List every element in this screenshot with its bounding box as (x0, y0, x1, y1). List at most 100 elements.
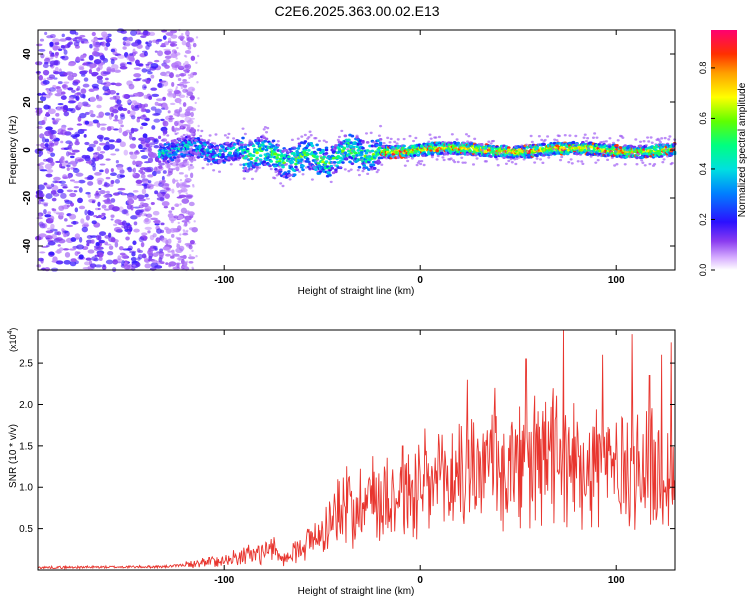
spectrogram-noise-cell (37, 200, 42, 205)
spectrogram-noise-cell (50, 142, 55, 148)
colorbar-tick-label: 0.0 (698, 264, 708, 277)
spectrogram-noise-cell (182, 102, 187, 107)
spectrogram-noise-cell (122, 107, 128, 112)
spectrogram-noise-cell (189, 44, 192, 47)
spectrogram-band-halo (355, 134, 359, 137)
spectrogram-noise-cell (75, 96, 79, 100)
spectrogram-noise-cell (46, 35, 54, 39)
spectrogram-noise-cell (167, 238, 172, 244)
spectrogram-band-halo (226, 136, 230, 139)
spectrogram-noise-cell (154, 50, 158, 53)
spectrogram-noise-cell (179, 81, 184, 87)
spectrogram-noise-cell (66, 224, 74, 228)
spectrogram-band-cell (309, 141, 314, 145)
spectrogram-noise-cell (52, 208, 57, 212)
spectrogram-noise-cell (108, 232, 112, 238)
spectrogram-band-halo (580, 160, 584, 163)
spectrogram-noise-cell (114, 241, 119, 248)
spectrogram-band-halo (361, 169, 365, 173)
spectrogram-noise-cell (75, 56, 81, 62)
spectrogram-band-halo (449, 157, 453, 160)
spectrogram-band-halo (510, 161, 514, 164)
spectrogram-xlabel: Height of straight line (km) (298, 286, 415, 297)
spectrogram-noise-cell (108, 114, 113, 120)
spectrogram-band-cell (361, 139, 365, 143)
spectrogram-band-halo (240, 142, 244, 146)
spectrogram-band-cell (365, 140, 370, 144)
spectrogram-band-halo (504, 162, 508, 165)
spectrogram-band-halo (419, 162, 423, 166)
spectrogram-band-cell (355, 145, 359, 149)
spectrogram-noise-cell (169, 72, 174, 79)
spectrogram-noise-cell (67, 74, 74, 81)
spectrogram-noise-cell (190, 172, 194, 179)
spectrogram-noise-cell (186, 34, 190, 41)
spectrogram-noise-cell (160, 261, 165, 265)
spectrogram-band-halo (616, 139, 620, 142)
spectrogram-noise-cell (128, 83, 135, 90)
spectrogram-noise-cell (190, 55, 196, 61)
spectrogram-noise-cell (50, 190, 57, 195)
spectrogram-noise-cell (114, 179, 121, 184)
spectrogram-noise-cell (69, 148, 74, 151)
spectrogram-noise-cell (45, 193, 53, 200)
spectrogram-noise-cell (94, 195, 100, 199)
spectrogram-noise-cell (171, 206, 175, 211)
spectrogram-noise-cell (177, 77, 182, 82)
spectrogram-band-cell (251, 144, 256, 148)
spectrogram-noise-cell (130, 215, 138, 220)
spectrogram-noise-cell (140, 202, 145, 205)
spectrogram-noise-cell (141, 253, 147, 259)
spectrogram-band-cell (310, 144, 315, 148)
spectrogram-noise-cell (42, 63, 49, 69)
spectrogram-noise-cell (148, 31, 156, 36)
colorbar: 0.0 0.2 0.4 0.6 0.8 Normalized spectral ampl… (698, 30, 748, 276)
spectrogram-noise-cell (176, 257, 184, 260)
spectrogram-band-cell (347, 138, 351, 142)
spectrogram-band-cell (343, 134, 348, 138)
spectrogram-noise-cell (139, 126, 144, 130)
spectrogram-band-cell (232, 142, 237, 146)
spectrogram-band-cell (324, 160, 329, 164)
spectrogram-noise-cell (84, 261, 91, 266)
spectrogram-noise-cell (153, 118, 161, 123)
spectrogram-noise-cell (42, 94, 46, 98)
spectrogram-noise-cell (152, 252, 159, 257)
spectrogram-noise-cell (161, 175, 165, 181)
spectrogram-band-halo (541, 161, 545, 165)
spectrogram-noise-cell (175, 236, 178, 240)
spectrogram-band-halo (591, 136, 595, 139)
spectrogram-band-halo (162, 133, 166, 136)
spectrogram-noise-cell (182, 84, 188, 88)
spectrogram-noise-cell (82, 267, 91, 270)
spectrogram-noise-cell (182, 81, 191, 84)
spectrogram-band-cell (301, 164, 305, 168)
spectrogram-band-halo (369, 131, 373, 135)
spectrogram-band-halo (189, 163, 193, 167)
spectrogram-band-halo (376, 168, 380, 172)
spectrogram-noise-cell (174, 88, 178, 91)
spectrogram-noise-cell (187, 163, 190, 166)
spectrogram-noise-cell (61, 228, 65, 232)
spectrogram-noise-cell (75, 172, 84, 177)
spectrogram-noise-cell (96, 146, 102, 152)
spectrogram-noise-cell (192, 71, 198, 76)
spectrogram-noise-cell (38, 233, 47, 238)
spectrogram-band-halo (668, 135, 672, 138)
spectrogram-noise-cell (74, 32, 79, 36)
spectrogram-band-halo (175, 163, 179, 166)
spectrogram-band-halo (547, 156, 551, 159)
spectrogram-noise-cell (105, 77, 109, 81)
spectrogram-band-halo (159, 165, 163, 169)
spectrogram-band-cell (193, 141, 197, 145)
spectrogram-band-cell (280, 154, 284, 158)
spectrogram-band-halo (553, 138, 557, 141)
spectrogram-noise-cell (123, 225, 129, 230)
spectrogram-noise-cell (108, 89, 117, 95)
spectrogram-band-halo (456, 160, 460, 164)
spectrogram-noise-cell (72, 245, 79, 249)
spectrogram-noise-cell (112, 259, 119, 265)
spectrogram-noise-cell (50, 152, 56, 157)
spectrogram-noise-cell (38, 257, 44, 262)
